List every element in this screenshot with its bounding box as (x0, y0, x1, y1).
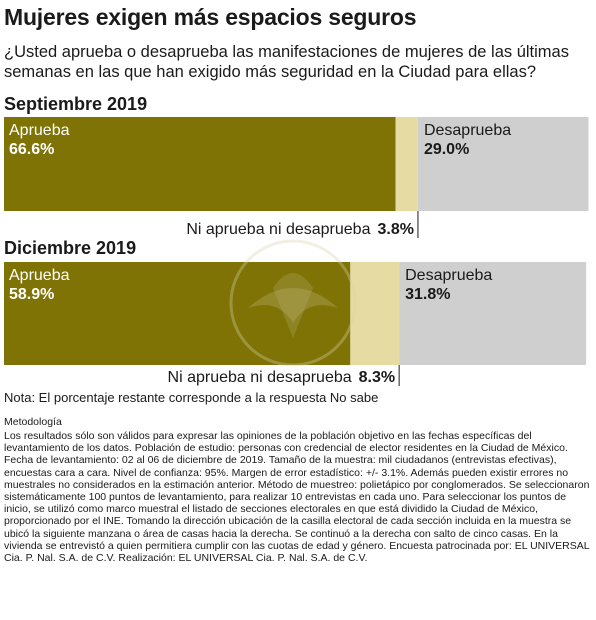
bar-segment-aprueba (4, 262, 351, 365)
series-label-ni: Ni aprueba ni desaprueba (168, 369, 352, 386)
stacked-bar-chart: Aprueba 66.6% Desaprueba 29.0% 3.8% Ni aprueb… (4, 117, 589, 386)
chart-title: Mujeres exigen más espacios seguros (4, 4, 417, 30)
eagle-watermark (229, 239, 357, 367)
series-label-ni: Ni aprueba ni desaprueba (186, 221, 370, 238)
bar-segment-desaprueba (417, 117, 589, 211)
data-label-desaprueba: 29.0% (424, 141, 469, 158)
series-label-aprueba: Aprueba (9, 267, 70, 284)
series-label-desaprueba: Desaprueba (405, 267, 492, 284)
bar-segment-aprueba (4, 117, 396, 211)
bar-segment-ni (350, 262, 400, 365)
data-label-desaprueba: 31.8% (405, 286, 450, 303)
series-label-desaprueba: Desaprueba (424, 122, 511, 139)
bar-segment-ni (395, 117, 418, 211)
footnote: Nota: El porcentaje restante corresponde… (4, 390, 379, 405)
bar-segment-desaprueba (399, 262, 587, 365)
series-label-aprueba: Aprueba (9, 122, 70, 139)
data-label-aprueba: 66.6% (9, 141, 54, 158)
period-label-september: Septiembre 2019 (4, 94, 148, 114)
period-label-december: Diciembre 2019 (4, 238, 137, 258)
data-label-aprueba: 58.9% (9, 286, 54, 303)
survey-question: ¿Usted aprueba o desaprueba las manifest… (4, 43, 569, 81)
methodology-text: Los resultados sólo son válidos para exp… (4, 430, 590, 565)
data-label-ni: 3.8% (377, 221, 413, 238)
data-label-ni: 8.3% (359, 369, 395, 386)
methodology-heading: Metodología (4, 416, 62, 428)
